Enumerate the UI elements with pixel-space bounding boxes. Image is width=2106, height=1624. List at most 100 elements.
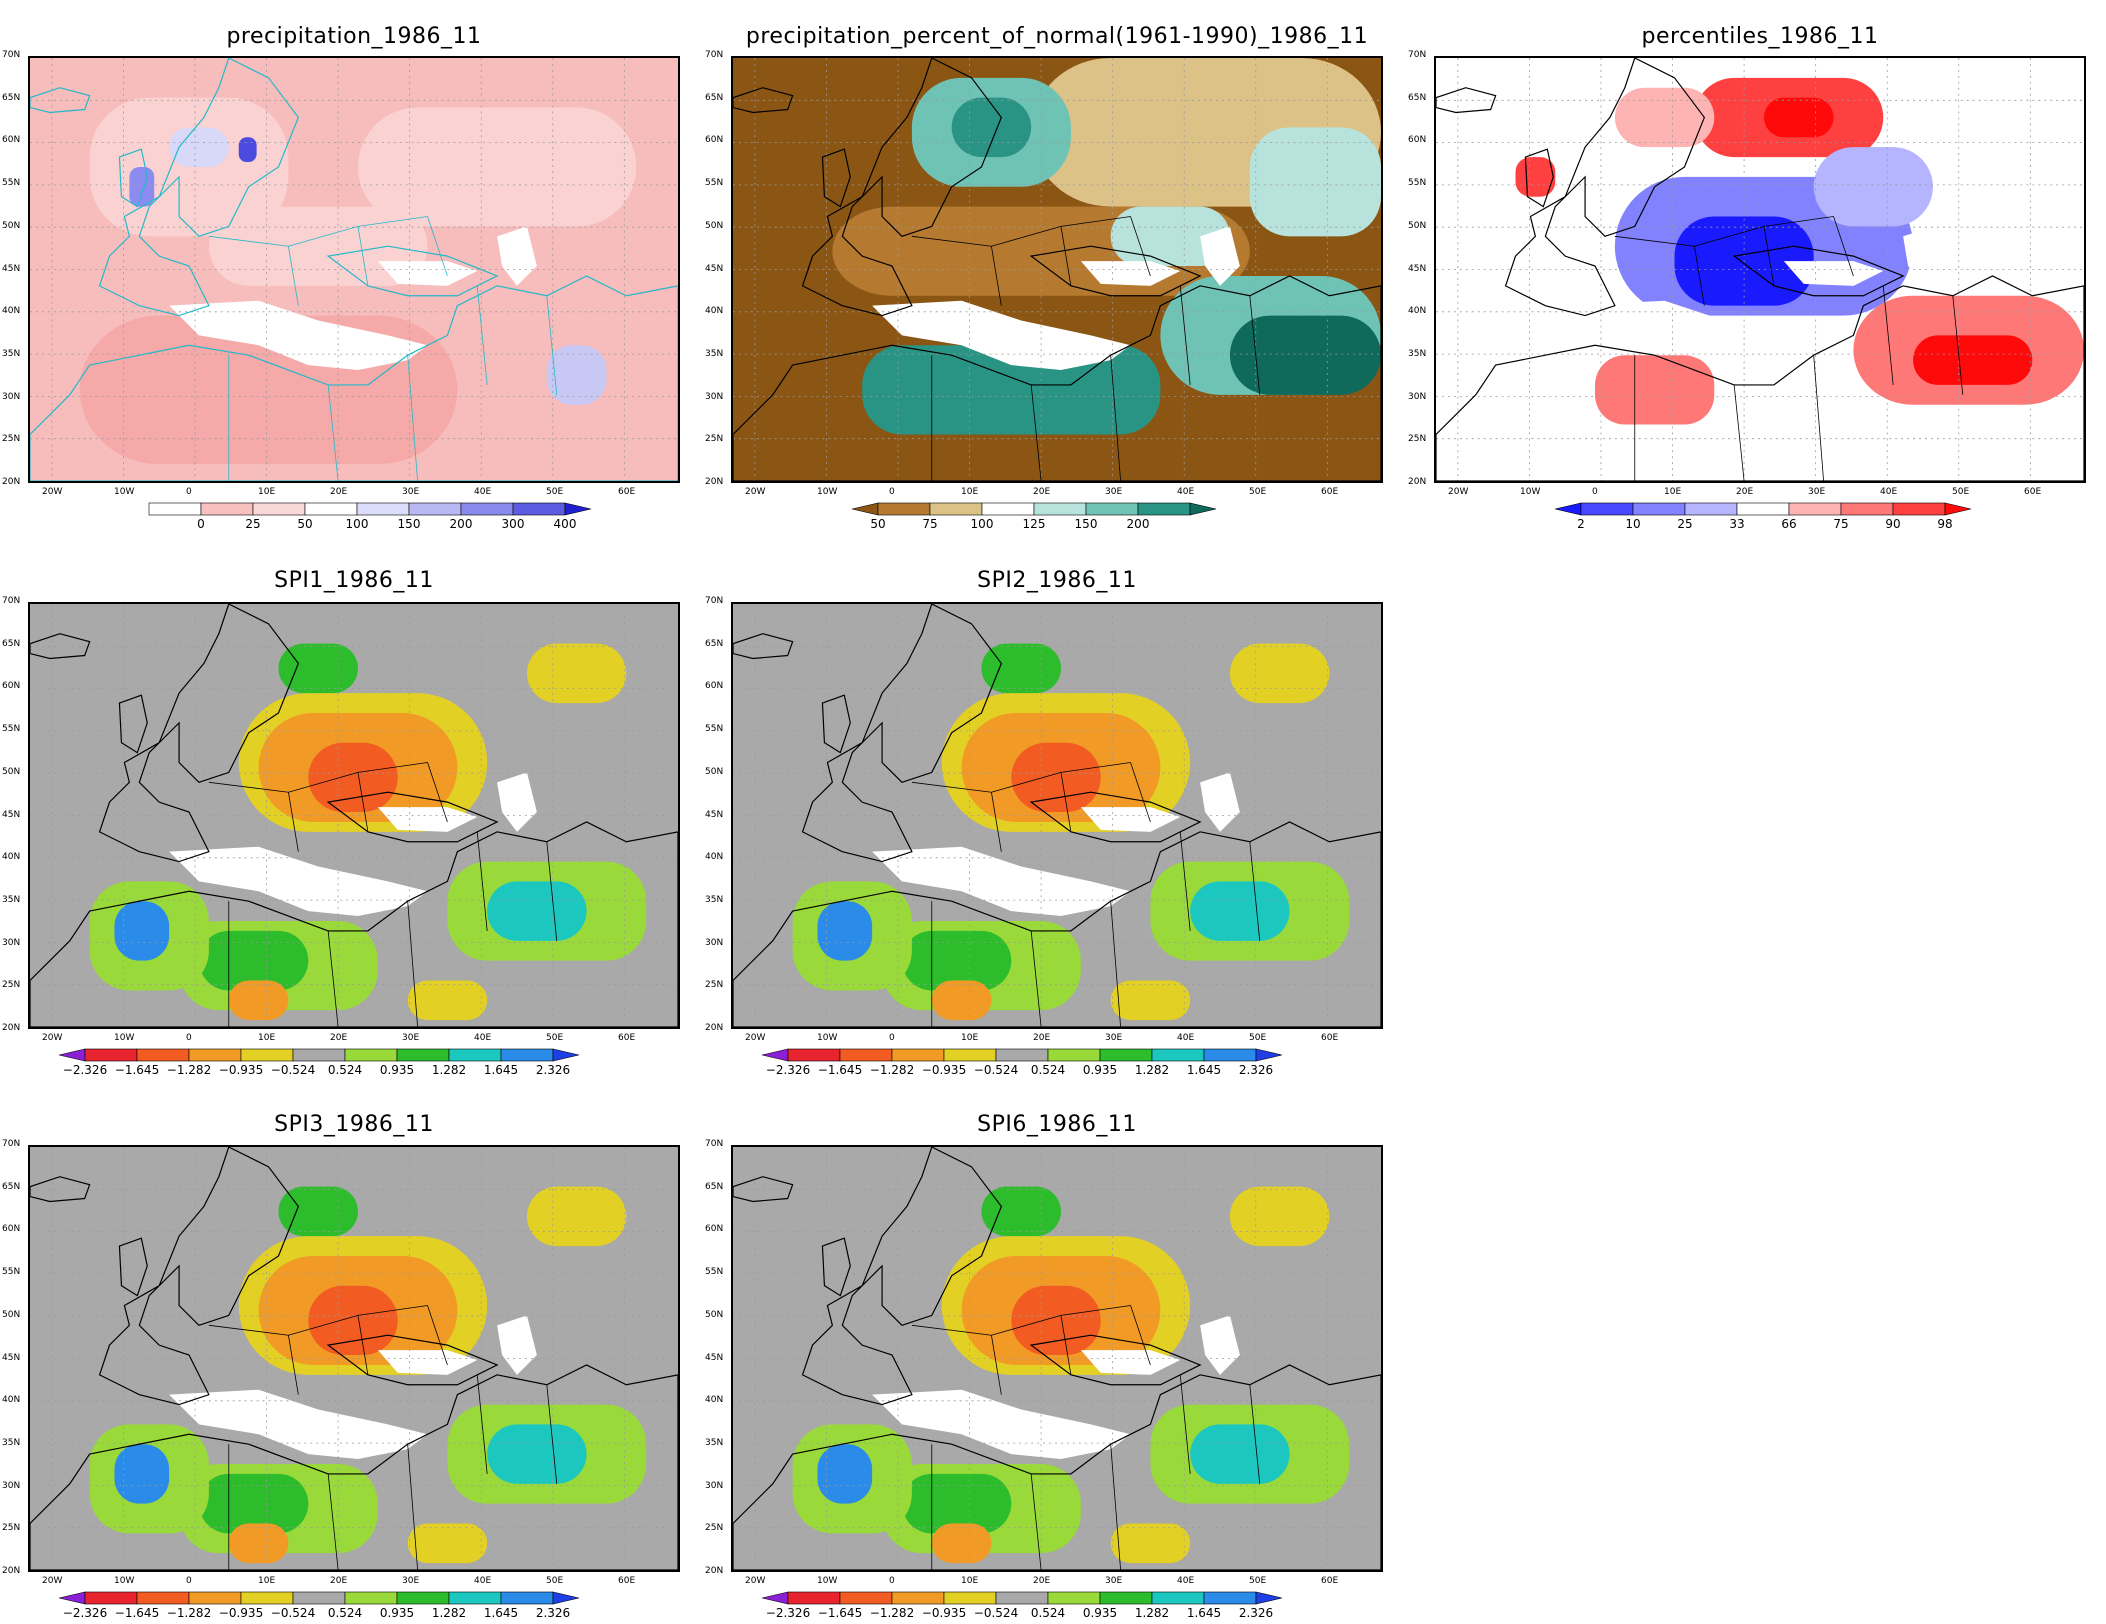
latitude-tick-label: 70N [2,50,21,60]
country-border [911,216,1131,247]
country-border [1179,285,1191,385]
colorbar-tick-label: 0 [197,517,205,531]
map-title: SPI1_1986_11 [274,568,434,593]
country-border [327,930,339,1027]
latitude-tick-label: 25N [2,434,21,445]
sea-area [1200,1315,1240,1375]
colorbar-segment [136,1048,190,1062]
colorbar-segment [252,502,306,516]
colorbar-segment [460,502,514,516]
colorbar-tick-label: 0.935 [1082,1063,1118,1077]
colorbar-tick-label: −0.935 [218,1063,264,1077]
colorbar-segment [1047,1591,1101,1605]
longitude-tick-label: 40E [474,1033,492,1043]
longitude-tick-label: 20E [330,1576,348,1586]
country-border [407,1444,419,1570]
colorbar-tick-label: 1.645 [1186,1063,1222,1077]
colorbar-segment [1736,502,1790,516]
colorbar-segment [839,1591,893,1605]
map-frame [731,56,1383,483]
colorbar-tick-label: 1.645 [1186,1606,1222,1620]
sea-area [497,226,537,286]
colorbar-segment [188,1591,242,1605]
country-border [476,831,488,931]
country-border [1179,831,1191,931]
colorbar-tick-label: 1.282 [431,1063,467,1077]
longitude-tick-label: 10W [1520,487,1541,497]
field-contour-region [1913,335,2033,385]
longitude-tick-label: 10W [817,1576,838,1586]
longitude-tick-label: 30E [1105,1576,1123,1586]
latitude-tick-label: 60N [1408,135,1427,146]
coastline [821,694,851,754]
sea-area [1200,226,1240,286]
latitude-tick-label: 30N [2,391,21,402]
country-border [427,762,448,823]
latitude-tick-label: 70N [2,1139,21,1149]
field-contour-region [407,980,488,1021]
coastline [30,87,91,114]
latitude-tick-label: 50N [2,1309,21,1320]
country-border [327,384,339,481]
colorbar-left-arrow [761,1048,789,1062]
country-border [1813,355,1825,481]
colorbar-segment [981,502,1035,516]
longitude-tick-label: 20E [1033,1033,1051,1043]
sea-area [1575,300,1834,371]
colorbar-segment [995,1048,1049,1062]
longitude-tick-label: 20W [1448,487,1469,497]
colorbar-tick-label: 50 [297,517,313,531]
latitude-tick-label: 20N [705,1023,724,1033]
latitude-tick-label: 30N [1408,391,1427,402]
longitude-tick-label: 20E [330,1033,348,1043]
colorbar-segment [1684,502,1738,516]
sea-area [497,1315,537,1375]
coastline [98,1147,300,1406]
latitude-tick-label: 65N [705,1181,724,1192]
field-contour-region [862,345,1161,435]
latitude-tick-label: 40N [2,1395,21,1406]
country-border [1130,216,1151,277]
map-field-svg [30,58,678,481]
sea-area [377,807,478,832]
coastline [801,58,1003,317]
longitude-tick-label: 50E [1249,1576,1267,1586]
country-border [1060,226,1072,286]
map-title: SPI6_1986_11 [977,1112,1137,1137]
longitude-tick-label: 30E [402,1576,420,1586]
latitude-tick-label: 30N [2,937,21,948]
latitude-tick-label: 25N [705,434,724,445]
field-contour-region [1515,157,1556,197]
latitude-tick-label: 65N [2,1181,21,1192]
colorbar-segment [787,1591,841,1605]
field-contour-region [114,901,170,961]
country-border [1030,1473,1042,1570]
field-contour-region [487,881,587,941]
latitude-tick-label: 60N [2,135,21,146]
longitude-tick-label: 10E [1664,487,1682,497]
colorbar-tick-label: 2 [1577,517,1585,531]
colorbar-tick-label: −0.935 [921,1606,967,1620]
field-contour-region [981,643,1061,694]
longitude-tick-label: 30E [402,1033,420,1043]
latitude-tick-label: 35N [2,348,21,359]
coastline [733,821,1381,1027]
colorbar-left-arrow [58,1048,86,1062]
country-border [208,762,428,793]
map-field-svg [1436,58,2084,481]
colorbar-segment [448,1048,502,1062]
latitude-tick-label: 35N [2,894,21,905]
colorbar-segment [1151,1048,1205,1062]
field-contour-region [546,345,607,405]
colorbar-segment [943,1048,997,1062]
map-frame [1434,56,2086,483]
colorbar: 2 10 25 33 66 75 90 98 [1554,501,2084,535]
field-contour-region [1190,881,1290,941]
field-contour-region [1249,127,1381,237]
coastline [733,1176,794,1203]
sea-area [377,261,478,286]
longitude-tick-label: 50E [1249,1033,1267,1043]
latitude-tick-label: 45N [705,809,724,820]
latitude-tick-label: 40N [2,852,21,863]
colorbar-segment [1788,502,1842,516]
